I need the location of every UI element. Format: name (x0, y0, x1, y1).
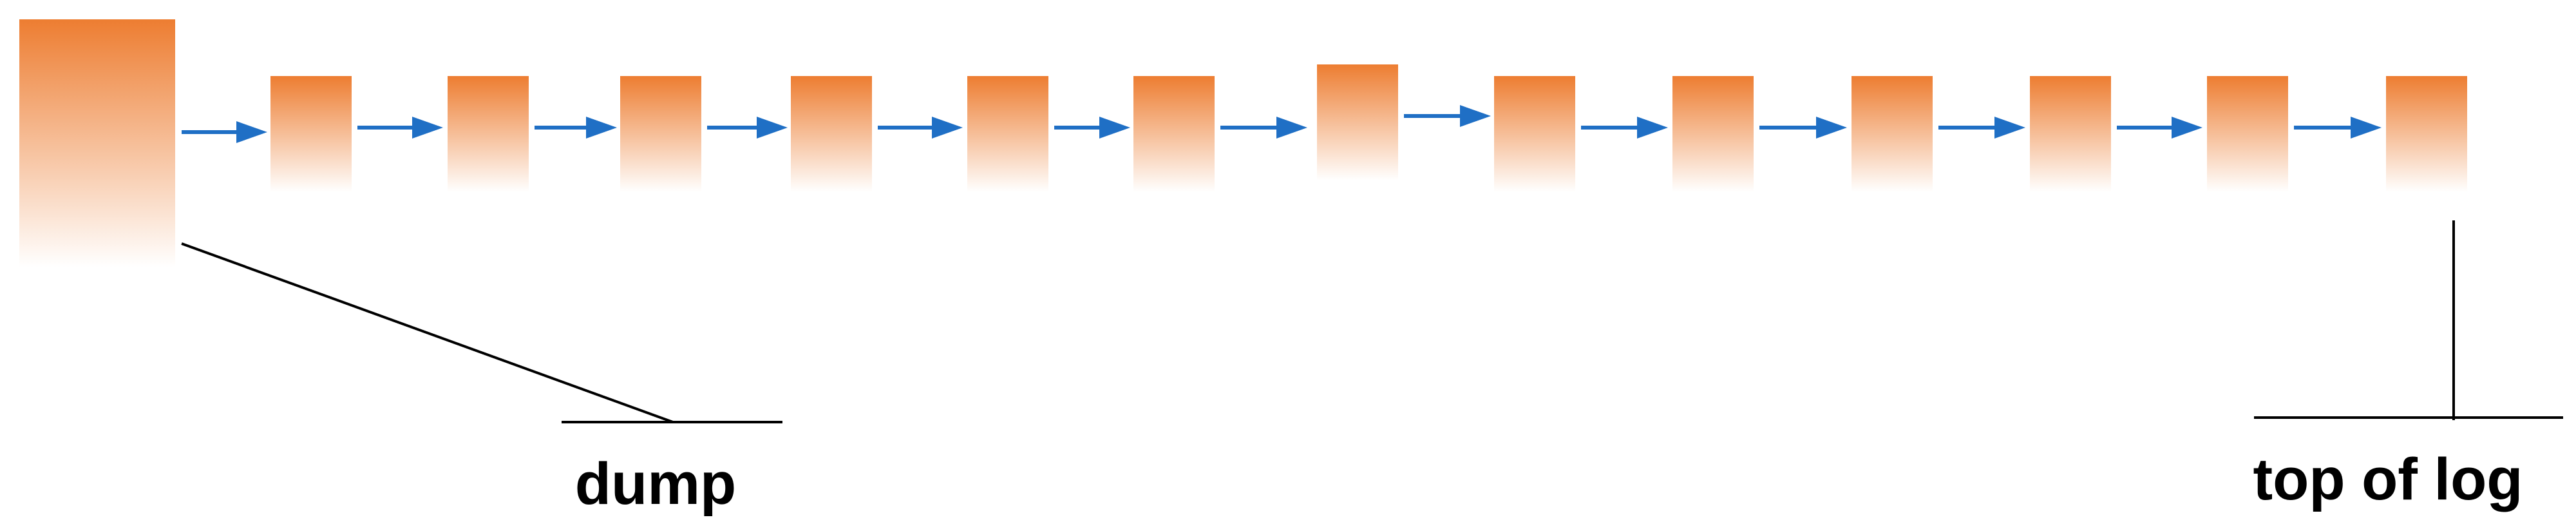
arrow-head (236, 121, 267, 143)
chain-arrow (357, 117, 443, 139)
arrow-head (412, 117, 443, 139)
arrow-head (932, 117, 963, 139)
arrow-head (2351, 117, 2382, 139)
log-block (2207, 76, 2288, 192)
chain-arrow (878, 117, 963, 139)
log-block (2386, 76, 2467, 192)
chain-arrow (1404, 105, 1491, 127)
arrow-head (1994, 117, 2025, 139)
dump-block (19, 19, 175, 267)
arrow-head (2172, 117, 2202, 139)
dump-callout: dump (181, 242, 782, 517)
log-blocks (19, 19, 2467, 267)
dump-label: dump (575, 451, 736, 517)
arrow-head (1099, 117, 1130, 139)
log-block (1672, 76, 1754, 192)
log-block (448, 76, 529, 192)
log-block (967, 76, 1048, 192)
log-block (1317, 64, 1398, 180)
log-arrows (182, 105, 2382, 143)
chain-arrow (1581, 117, 1668, 139)
chain-arrow (1220, 117, 1307, 139)
chain-arrow (2294, 117, 2382, 139)
log-block (2030, 76, 2111, 192)
log-block (791, 76, 872, 192)
chain-arrow (707, 117, 788, 139)
log-block (1133, 76, 1215, 192)
chain-arrow (1054, 117, 1130, 139)
top-of-log-label: top of log (2253, 447, 2523, 512)
arrow-head (586, 117, 617, 139)
arrow-head (1276, 117, 1307, 139)
chain-arrow (1759, 117, 1847, 139)
chain-arrow (182, 121, 267, 143)
log-block (1852, 76, 1933, 192)
chain-arrow (535, 117, 617, 139)
log-block (1494, 76, 1575, 192)
top-of-log-callout: top of log (2253, 220, 2563, 512)
arrow-head (1816, 117, 1847, 139)
log-block (620, 76, 701, 192)
arrow-head (1460, 105, 1491, 127)
chain-arrow (1938, 117, 2025, 139)
dump-leader-line (181, 242, 674, 423)
arrow-head (1637, 117, 1668, 139)
log-block (270, 76, 352, 192)
chain-arrow (2117, 117, 2202, 139)
arrow-head (757, 117, 788, 139)
